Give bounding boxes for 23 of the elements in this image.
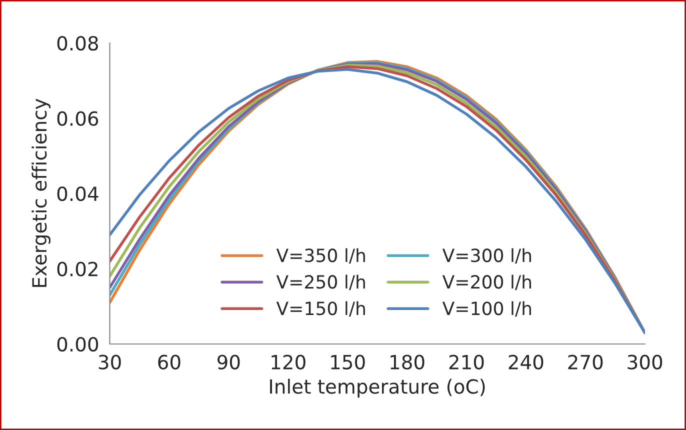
y-axis-title: Exergetic efficiency bbox=[32, 98, 50, 287]
x-tick-label: 240 bbox=[508, 354, 544, 370]
y-tick-label: 0.04 bbox=[57, 186, 98, 202]
y-tick-label: 0.02 bbox=[57, 262, 98, 276]
legend-label: V=200 l/h bbox=[442, 274, 531, 290]
x-tick-label: 150 bbox=[331, 354, 365, 370]
legend-label: V=100 l/h bbox=[442, 301, 531, 317]
y-tick-label: 0.00 bbox=[57, 336, 98, 352]
legend-label: V=150 l/h bbox=[276, 301, 365, 317]
x-tick-label: 270 bbox=[568, 354, 603, 370]
legend-label: V=300 l/h bbox=[442, 248, 531, 264]
x-axis-title: Inlet temperature (oC) bbox=[270, 378, 485, 398]
legend-label: V=250 l/h bbox=[276, 274, 365, 290]
legend-label: V=350 l/h bbox=[276, 248, 365, 264]
x-tick-label: 300 bbox=[628, 354, 662, 370]
x-tick-label: 120 bbox=[272, 354, 306, 370]
x-tick-label: 180 bbox=[390, 354, 424, 370]
y-tick-label: 0.08 bbox=[57, 36, 98, 51]
x-tick-label: 210 bbox=[449, 354, 484, 370]
y-tick-label: 0.06 bbox=[57, 111, 98, 126]
x-tick-label: 30 bbox=[98, 354, 121, 370]
x-tick-label: 60 bbox=[158, 354, 180, 370]
x-tick-label: 90 bbox=[218, 354, 240, 370]
